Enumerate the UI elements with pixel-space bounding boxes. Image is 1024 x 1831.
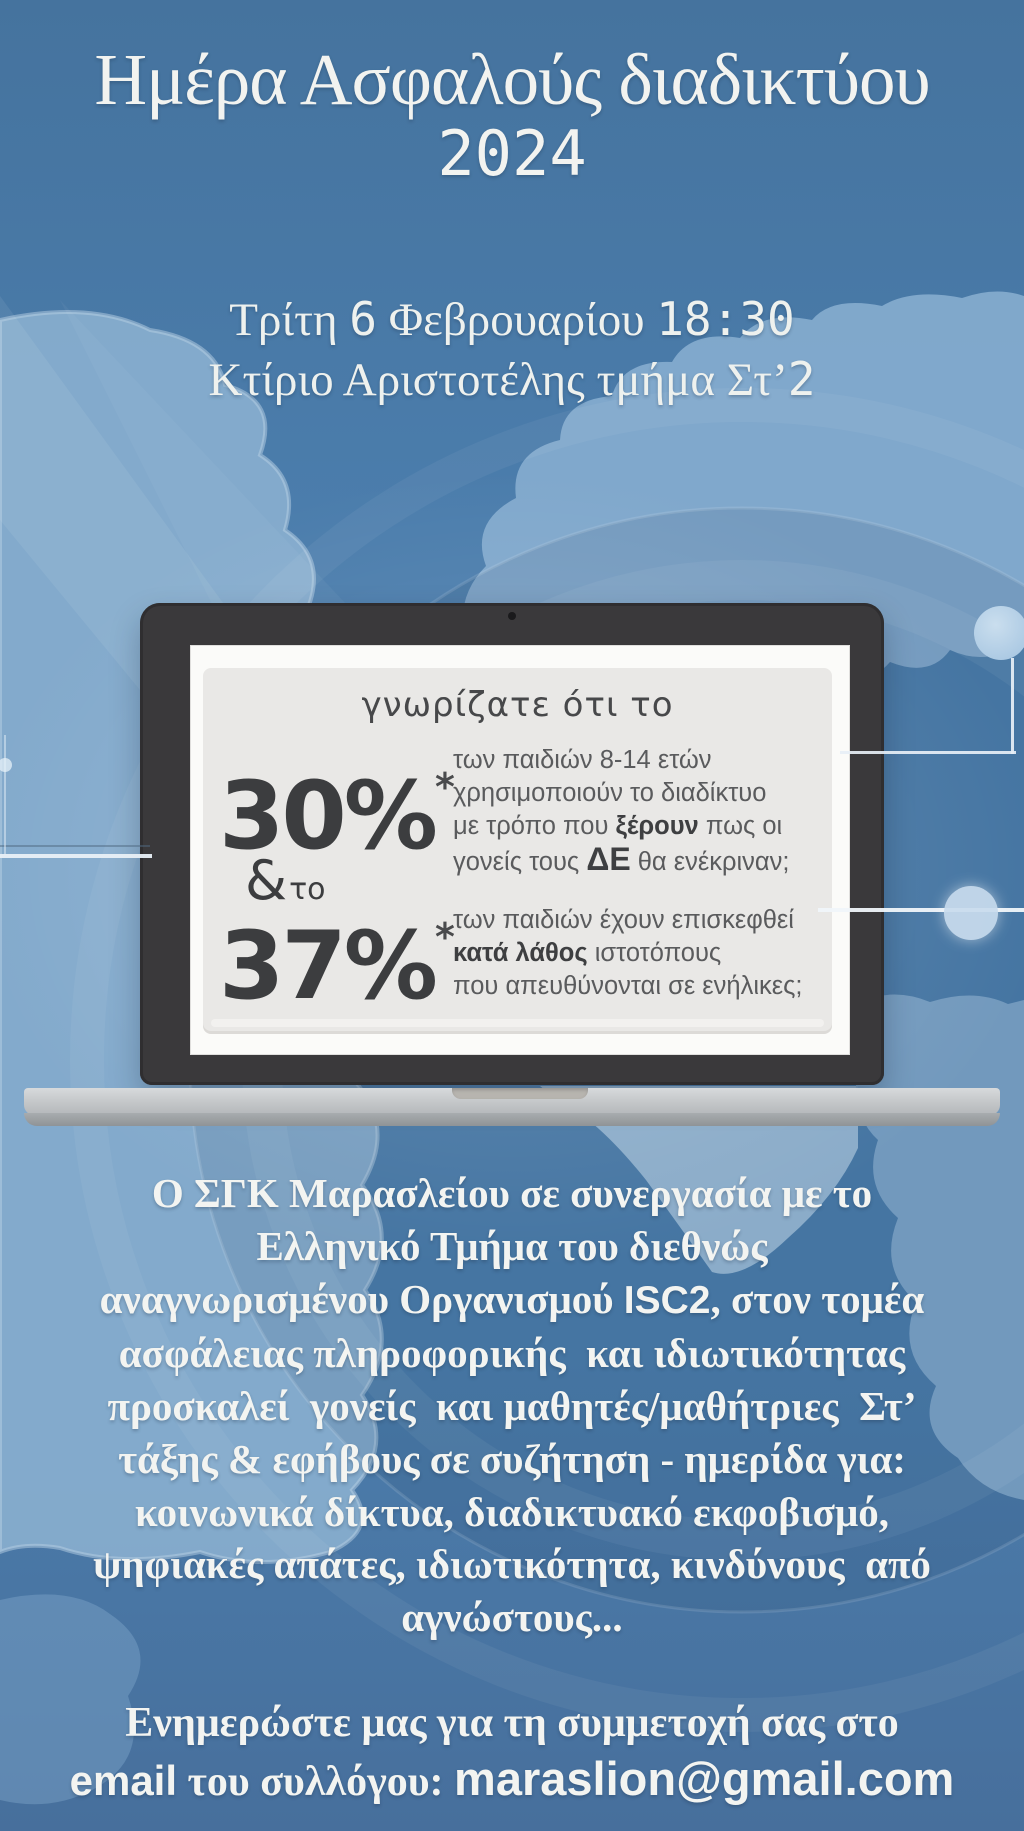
event-schedule: Τρίτη 6 Φεβρουαρίου 18:30 Κτίριο Αριστοτ… — [0, 290, 1024, 410]
text-segment: που απευθύνονται σε ενήλικες; — [453, 972, 803, 1000]
text-segment: email — [69, 1757, 178, 1804]
text-segment: με τρόπο που — [453, 812, 616, 840]
network-line-left-shadow — [0, 845, 150, 847]
stat-37-footnote-mark: * — [435, 915, 455, 959]
network-line-right-mid — [818, 908, 1024, 912]
text-segment: αναγνωρισμένου Οργανισμού — [99, 1275, 624, 1322]
network-line-left — [0, 854, 152, 858]
body-line: αγνώστους... — [401, 1594, 623, 1640]
laptop-base-notch — [452, 1088, 588, 1099]
body-line: τάξης & εφήβους σε συζήτηση - ημερίδα γι… — [118, 1435, 906, 1482]
poster-title-year: 2024 — [437, 117, 587, 190]
network-node-right-top-icon — [974, 606, 1024, 660]
network-line-right-top-vertical — [1011, 658, 1014, 754]
stat-text-line: των παιδιών 8-14 ετών — [453, 744, 835, 777]
event-location: Κτίριο Αριστοτέλης τμήμα Στ’2 — [0, 350, 1024, 410]
infographic-heading: γνωρίζατε ότι το — [361, 685, 674, 725]
text-segment: , στον τομέα — [710, 1275, 925, 1322]
stat-37-description: των παιδιών έχουν επισκεφθεί κατά λάθος ι… — [453, 904, 835, 1003]
footer-note-line-1: Ενημερώστε μας για τη συμμετοχή σας στο — [125, 1700, 899, 1746]
text-segment: 6 — [349, 292, 377, 346]
stat-text-line: γονείς τους ΔΕ θα ενέκριναν; — [453, 843, 835, 879]
text-segment: χρησιμοποιούν το διαδίκτυο — [453, 779, 767, 807]
body-line: αναγνωρισμένου Οργανισμού ISC2, στον τομ… — [40, 1273, 984, 1328]
text-segment: 18:30 — [656, 292, 795, 346]
ampersand-connector: &το — [245, 854, 326, 908]
text-segment: των παιδιών 8-14 ετών — [453, 746, 712, 774]
text-segment: Φεβρουαρίου — [377, 294, 657, 346]
footer-note-line-2: email του συλλόγου: maraslion@gmail.com — [0, 1754, 1024, 1807]
stat-30-footnote-mark: * — [435, 765, 455, 809]
laptop-base-lip — [24, 1113, 1000, 1126]
map-bottom-left — [0, 1594, 141, 1805]
infographic-card: γνωρίζατε ότι το 30%* &το 37%* των παιδι… — [203, 668, 832, 1031]
network-line-right-top — [840, 751, 1016, 754]
stat-text-line: με τρόπο που ξέρουν πως οι — [453, 810, 835, 843]
stat-text-line: που απευθύνονται σε ενήλικες; — [453, 970, 835, 1003]
body-line: κοινωνικά δίκτυα, διαδικτυακό εκφοβισμό, — [135, 1488, 889, 1535]
stat-text-line: κατά λάθος ιστοτόπους — [453, 937, 835, 970]
stat-text-line: των παιδιών έχουν επισκεφθεί — [453, 904, 835, 937]
text-segment: ΔΕ — [586, 841, 631, 877]
text-segment: Τρίτη — [229, 294, 350, 346]
text-segment: κατά λάθος — [453, 939, 588, 967]
body-line: ψηφιακές απάτες, ιδιωτικότητα, κινδύνους… — [93, 1541, 931, 1588]
stat-30-description: των παιδιών 8-14 ετών χρησιμοποιούν το δι… — [453, 744, 835, 879]
body-line: προσκαλεί γονείς και μαθητές/μαθήτριες Σ… — [107, 1383, 917, 1429]
stat-37-value: 37%* — [219, 912, 455, 1021]
network-node-left-icon — [0, 758, 12, 772]
text-segment: του συλλόγου: — [177, 1759, 455, 1805]
text-segment: γονείς τους — [453, 848, 587, 876]
footer-note: Ενημερώστε μας για τη συμμετοχή σας στο … — [0, 1699, 1024, 1807]
network-node-right-mid-icon — [944, 886, 998, 940]
ampersand-suffix: το — [289, 872, 326, 907]
text-segment: Κτίριο Αριστοτέλης τμήμα Στ’ — [208, 354, 788, 406]
text-segment: ιστοτόπους — [587, 939, 722, 967]
event-datetime: Τρίτη 6 Φεβρουαρίου 18:30 — [0, 290, 1024, 350]
poster-title-text: Ημέρα Ασφαλούς διαδικτύου — [94, 39, 930, 120]
stat-30-value: 30%* — [219, 762, 455, 871]
text-segment: 2 — [787, 352, 816, 406]
body-paragraph: Ο ΣΓΚ Μαρασλείου σε συνεργασία με το Ελλη… — [40, 1167, 984, 1644]
ampersand: & — [245, 849, 288, 912]
text-segment: θα ενέκριναν; — [630, 848, 790, 876]
body-line: Ελληνικό Τμήμα του διεθνώς — [256, 1222, 768, 1269]
webcam-icon — [508, 612, 516, 620]
text-segment: ISC2 — [623, 1278, 711, 1322]
text-segment: ξέρουν — [615, 812, 699, 840]
poster-title: Ημέρα Ασφαλούς διαδικτύου 2024 — [0, 42, 1024, 186]
network-line-left-vertical — [4, 735, 6, 855]
text-segment: των παιδιών έχουν επισκεφθεί — [453, 906, 794, 934]
body-line: ασφάλειας πληροφορικής και ιδιωτικότητας — [118, 1330, 906, 1377]
body-line: Ο ΣΓΚ Μαρασλείου σε συνεργασία με το — [151, 1170, 873, 1216]
text-segment: πως οι — [698, 812, 783, 840]
text-segment: maraslion@gmail.com — [454, 1752, 955, 1805]
stat-text-line: χρησιμοποιούν το διαδίκτυο — [453, 777, 835, 810]
